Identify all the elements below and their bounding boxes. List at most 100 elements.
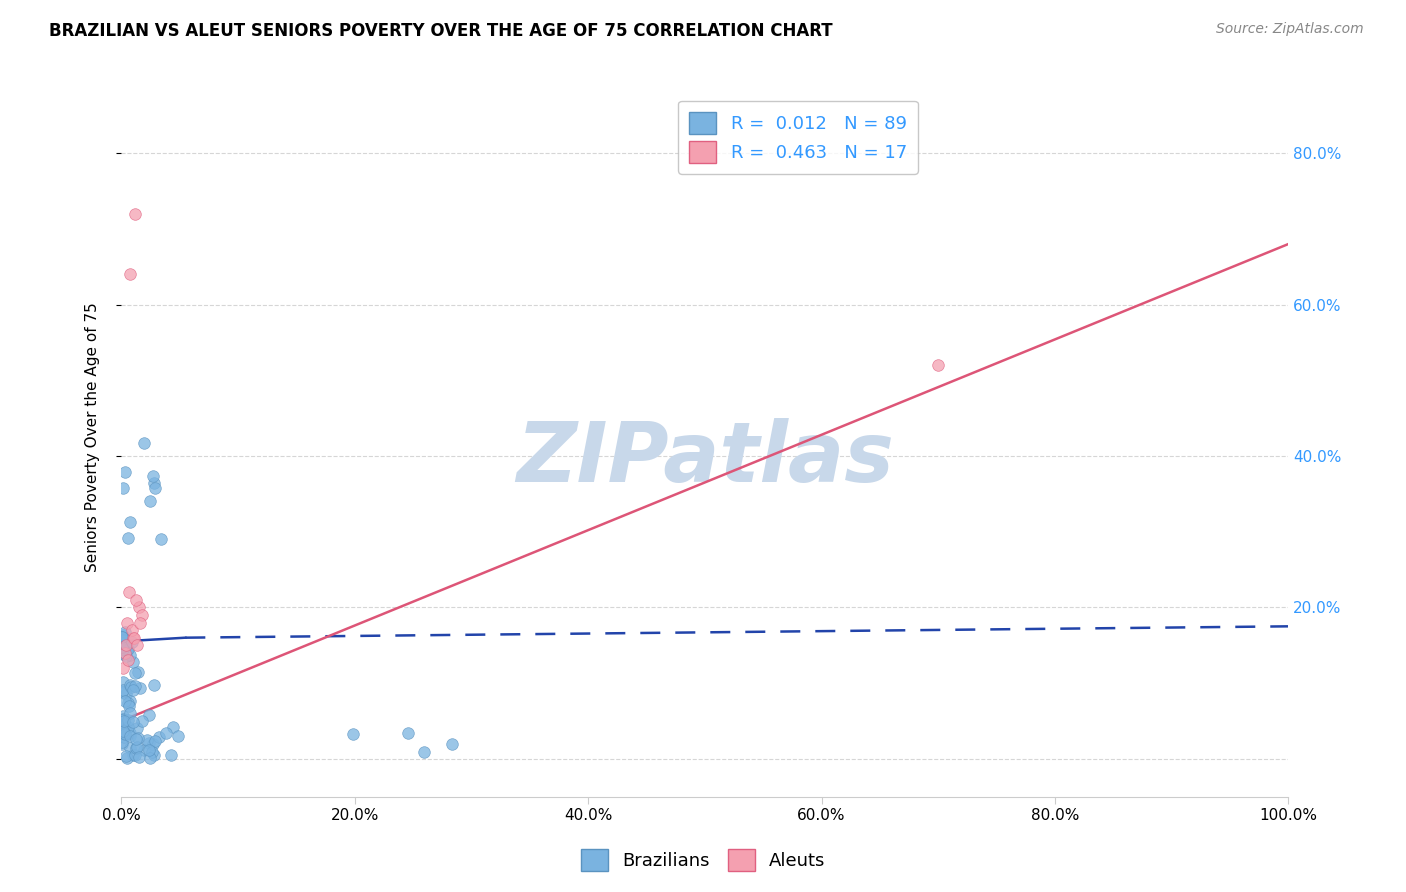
Point — [122, 631, 145, 645]
Point — [114, 718, 136, 732]
Point — [112, 724, 135, 739]
Point — [115, 615, 138, 630]
Point — [128, 750, 150, 764]
Point — [115, 641, 138, 656]
Legend: R =  0.012   N = 89, R =  0.463   N = 17: R = 0.012 N = 89, R = 0.463 N = 17 — [679, 101, 918, 174]
Point — [128, 600, 150, 615]
Point — [112, 714, 135, 728]
Point — [118, 726, 141, 740]
Point — [927, 358, 949, 372]
Point — [117, 713, 139, 727]
Point — [115, 751, 138, 765]
Point — [142, 737, 165, 751]
Point — [111, 713, 134, 727]
Point — [117, 720, 139, 734]
Point — [111, 684, 134, 698]
Point — [132, 435, 155, 450]
Point — [118, 678, 141, 692]
Point — [121, 748, 143, 763]
Point — [139, 751, 162, 765]
Point — [396, 725, 419, 739]
Y-axis label: Seniors Poverty Over the Age of 75: Seniors Poverty Over the Age of 75 — [86, 302, 100, 572]
Point — [118, 585, 141, 599]
Point — [124, 665, 146, 680]
Point — [136, 732, 159, 747]
Point — [131, 607, 153, 622]
Point — [139, 493, 162, 508]
Point — [114, 646, 136, 660]
Point — [138, 708, 160, 723]
Point — [114, 688, 136, 702]
Point — [138, 735, 160, 749]
Point — [115, 648, 138, 663]
Point — [118, 693, 141, 707]
Point — [117, 696, 139, 710]
Point — [124, 207, 146, 221]
Point — [143, 481, 166, 495]
Point — [117, 532, 139, 546]
Point — [142, 468, 165, 483]
Point — [114, 727, 136, 741]
Point — [160, 748, 183, 763]
Point — [117, 642, 139, 657]
Point — [143, 733, 166, 747]
Point — [111, 647, 134, 661]
Point — [124, 747, 146, 762]
Point — [112, 628, 135, 642]
Point — [127, 665, 149, 679]
Point — [112, 709, 135, 723]
Point — [148, 731, 170, 745]
Point — [114, 693, 136, 707]
Point — [111, 641, 134, 656]
Point — [120, 706, 142, 720]
Point — [114, 465, 136, 479]
Point — [114, 749, 136, 764]
Point — [120, 681, 142, 695]
Point — [111, 675, 134, 690]
Point — [111, 481, 134, 495]
Point — [114, 625, 136, 640]
Legend: Brazilians, Aleuts: Brazilians, Aleuts — [574, 842, 832, 879]
Point — [112, 721, 135, 735]
Point — [111, 737, 134, 751]
Point — [150, 532, 173, 546]
Point — [111, 630, 134, 644]
Point — [117, 698, 139, 713]
Point — [118, 648, 141, 662]
Point — [122, 714, 145, 729]
Point — [342, 727, 364, 741]
Point — [118, 741, 141, 756]
Text: Source: ZipAtlas.com: Source: ZipAtlas.com — [1216, 22, 1364, 37]
Point — [143, 476, 166, 491]
Point — [142, 678, 165, 692]
Point — [111, 682, 134, 697]
Point — [121, 623, 143, 637]
Point — [132, 743, 155, 757]
Point — [112, 730, 135, 744]
Point — [124, 679, 146, 693]
Point — [129, 681, 152, 695]
Point — [125, 721, 148, 735]
Point — [111, 630, 134, 644]
Point — [128, 615, 150, 630]
Point — [114, 638, 136, 652]
Point — [440, 737, 463, 751]
Point — [117, 653, 139, 667]
Point — [111, 735, 134, 749]
Point — [141, 745, 163, 759]
Point — [112, 633, 135, 648]
Point — [111, 640, 134, 655]
Point — [142, 747, 165, 762]
Point — [122, 683, 145, 698]
Point — [121, 631, 143, 645]
Point — [167, 730, 190, 744]
Point — [120, 515, 142, 529]
Point — [122, 655, 145, 669]
Text: ZIPatlas: ZIPatlas — [516, 418, 894, 500]
Point — [125, 592, 148, 607]
Point — [118, 729, 141, 743]
Point — [111, 712, 134, 726]
Point — [131, 714, 153, 728]
Point — [162, 720, 184, 734]
Point — [125, 740, 148, 755]
